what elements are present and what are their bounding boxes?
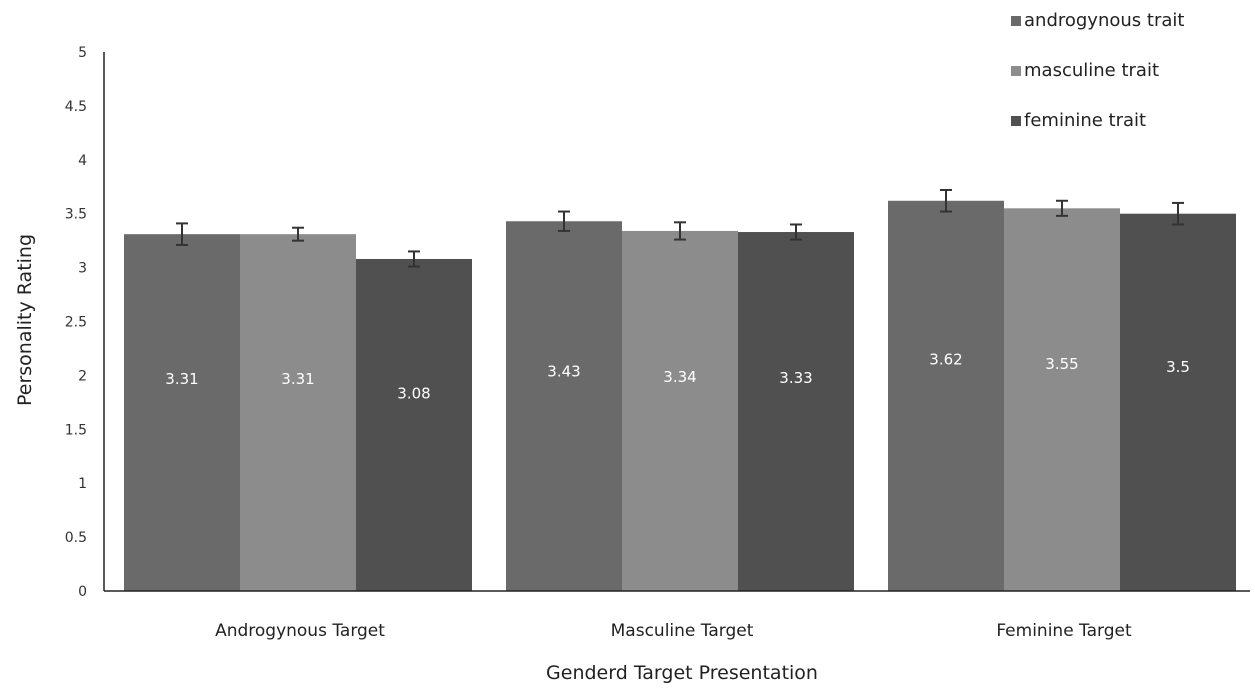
bar: [1004, 208, 1120, 591]
legend: androgynous trait masculine trait feminine…: [1011, 10, 1184, 131]
bars: 3.31 3.31 3.08 3.43 3.34 3.33 3.62 3.55 3.5: [124, 188, 1236, 591]
bar: [738, 232, 854, 591]
data-label: 3.08: [397, 384, 430, 402]
y-axis-title: Personality Rating: [14, 234, 36, 406]
bar: [506, 221, 622, 591]
data-label: 3.34: [663, 368, 696, 386]
bar: [622, 230, 738, 591]
y-tick-label: 1.5: [65, 422, 87, 438]
y-tick-label: 4: [78, 153, 87, 169]
bar: [356, 258, 472, 591]
data-label: 3.5: [1166, 358, 1190, 376]
y-tick-label: 2.5: [65, 315, 87, 331]
data-label: 3.31: [165, 370, 198, 388]
y-tick-label: 4.5: [65, 99, 87, 115]
legend-swatch: [1011, 66, 1021, 76]
y-axis-ticks: 0 0.5 1 1.5 2 2.5 3 3.5 4 4.5 5: [65, 45, 87, 600]
legend-label: feminine trait: [1024, 110, 1146, 131]
bar: [240, 234, 356, 591]
legend-label: androgynous trait: [1024, 10, 1184, 31]
data-label: 3.31: [281, 370, 314, 388]
legend-label: masculine trait: [1024, 60, 1159, 81]
y-tick-label: 3.5: [65, 207, 87, 223]
y-tick-label: 0.5: [65, 530, 87, 546]
y-tick-label: 5: [78, 45, 87, 61]
x-tick-label: Masculine Target: [611, 621, 754, 641]
x-tick-label: Feminine Target: [996, 621, 1132, 641]
bar: [1120, 213, 1236, 591]
data-label: 3.33: [779, 369, 812, 387]
x-axis-categories: Androgynous Target Masculine Target Femini…: [215, 621, 1132, 641]
x-axis-title: Genderd Target Presentation: [546, 662, 818, 684]
x-tick-label: Androgynous Target: [215, 621, 385, 641]
axes: [103, 52, 1250, 592]
data-label: 3.43: [547, 363, 580, 381]
y-tick-label: 1: [78, 476, 87, 492]
y-tick-label: 3: [78, 261, 87, 277]
data-label: 3.55: [1045, 355, 1078, 373]
data-label: 3.62: [929, 351, 962, 369]
y-tick-label: 2: [78, 368, 87, 384]
bar: [124, 234, 240, 591]
bar: [888, 200, 1004, 591]
legend-swatch: [1011, 116, 1021, 126]
y-tick-label: 0: [78, 584, 87, 600]
legend-swatch: [1011, 16, 1021, 26]
